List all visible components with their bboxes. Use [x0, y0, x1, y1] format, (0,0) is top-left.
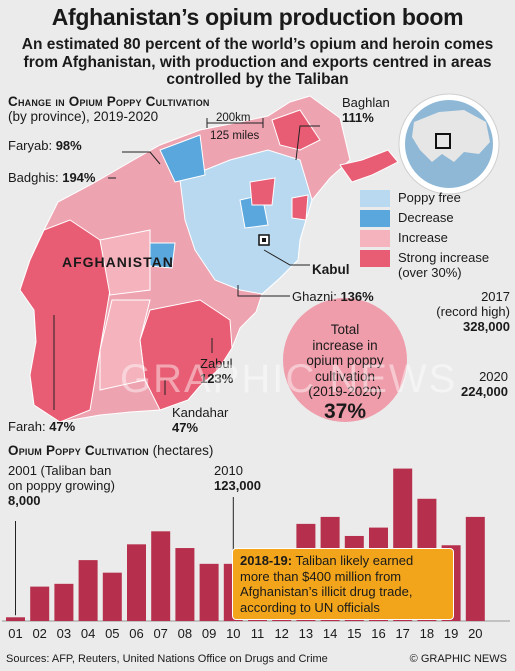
- legend-swatch-poppy-free: [360, 190, 390, 207]
- afghanistan-map: [19, 95, 407, 423]
- tick-label-04: 04: [81, 626, 95, 641]
- annotation-2020: 2020 224,000: [461, 369, 508, 399]
- annotation-2001: 2001 (Taliban ban on poppy growing) 8,00…: [8, 463, 115, 508]
- sources: Sources: AFP, Reuters, United Nations Of…: [6, 653, 328, 665]
- tick-label-01: 01: [8, 626, 22, 641]
- tick-label-02: 02: [32, 626, 46, 641]
- bar-02: [30, 586, 50, 621]
- legend-swatch-decrease: [360, 210, 390, 227]
- tick-label-06: 06: [129, 626, 143, 641]
- chart-title: Opium Poppy Cultivation (hectares): [8, 443, 214, 458]
- province-baghlan: Baghlan 111%: [342, 95, 390, 125]
- capital-label: Kabul: [312, 262, 350, 277]
- scale-mi: 125 miles: [210, 130, 260, 142]
- bar-07: [151, 531, 171, 621]
- wakhan-corridor: [339, 149, 399, 183]
- bar-06: [127, 544, 146, 621]
- locator-box: [435, 133, 451, 149]
- province-faryab: Faryab: 98%: [8, 138, 82, 153]
- watermark: GRAPHIC NEWS: [120, 357, 458, 401]
- tick-label-14: 14: [323, 626, 337, 641]
- bar-03: [54, 583, 74, 621]
- taliban-earnings-callout: 2018-19: Taliban likely earned more than…: [232, 548, 454, 620]
- tick-label-08: 08: [178, 626, 192, 641]
- region-strong-north-1: [249, 177, 276, 206]
- tick-label-03: 03: [57, 626, 71, 641]
- bar-20: [465, 516, 485, 621]
- province-zabul: Zabul 123%: [200, 356, 234, 386]
- country-label: AFGHANISTAN: [62, 254, 174, 270]
- tick-label-16: 16: [371, 626, 385, 641]
- legend-swatch-increase: [360, 230, 390, 247]
- tick-label-12: 12: [274, 626, 288, 641]
- annotation-2010: 2010 123,000: [214, 463, 261, 493]
- region-strong-north-2: [291, 194, 309, 221]
- region-strong-north-3: [271, 109, 321, 151]
- tick-label-18: 18: [420, 626, 434, 641]
- legend-label-decrease: Decrease: [398, 210, 454, 225]
- bar-09: [199, 563, 219, 621]
- scale-km: 200km: [216, 112, 251, 124]
- bar-01: [6, 617, 25, 621]
- page-title: Afghanistan’s opium production boom: [51, 4, 464, 30]
- bar-05: [102, 572, 122, 621]
- page-subtitle: An estimated 80 percent of the world’s o…: [21, 36, 494, 88]
- legend-swatch-strong-increase: [360, 250, 390, 267]
- annotation-2017: 2017 (record high) 328,000: [436, 289, 510, 334]
- legend-label-poppy-free: Poppy free: [398, 190, 461, 205]
- scale-bar: [206, 118, 264, 128]
- legend-label-strong-increase-note: (over 30%): [398, 265, 462, 280]
- globe-locator: [398, 93, 500, 195]
- tick-label-05: 05: [105, 626, 119, 641]
- region-decrease-1: [159, 134, 206, 183]
- province-ghazni: Ghazni: 136%: [292, 289, 374, 304]
- total-increase-value: 37%: [323, 399, 367, 423]
- total-increase-circle: [283, 298, 407, 422]
- tick-label-20: 20: [468, 626, 482, 641]
- leader-lines: [53, 125, 320, 410]
- tick-label-19: 19: [444, 626, 458, 641]
- map-heading: Change in Opium Poppy Cultivation (by pr…: [8, 94, 210, 124]
- tick-label-11: 11: [251, 626, 265, 641]
- total-increase-text: Total increase in opium poppy cultivatio…: [283, 322, 407, 424]
- tick-label-09: 09: [202, 626, 216, 641]
- tick-label-17: 17: [395, 626, 409, 641]
- province-kandahar: Kandahar 47%: [172, 405, 229, 435]
- bar-04: [78, 560, 98, 621]
- tick-label-10: 10: [226, 626, 240, 641]
- credit: © GRAPHIC NEWS: [409, 653, 507, 665]
- province-farah: Farah: 47%: [8, 419, 76, 434]
- region-increase-2: [99, 299, 151, 391]
- bar-08: [175, 548, 195, 621]
- tick-label-15: 15: [347, 626, 361, 641]
- tick-label-07: 07: [153, 626, 167, 641]
- map-legend: Poppy free Decrease Increase Strong incr…: [360, 188, 510, 280]
- legend-label-increase: Increase: [398, 230, 448, 245]
- province-badghis: Badghis: 194%: [8, 170, 96, 185]
- legend-label-strong-increase: Strong increase: [398, 250, 490, 265]
- tick-label-13: 13: [299, 626, 313, 641]
- region-increase-1: [99, 229, 151, 296]
